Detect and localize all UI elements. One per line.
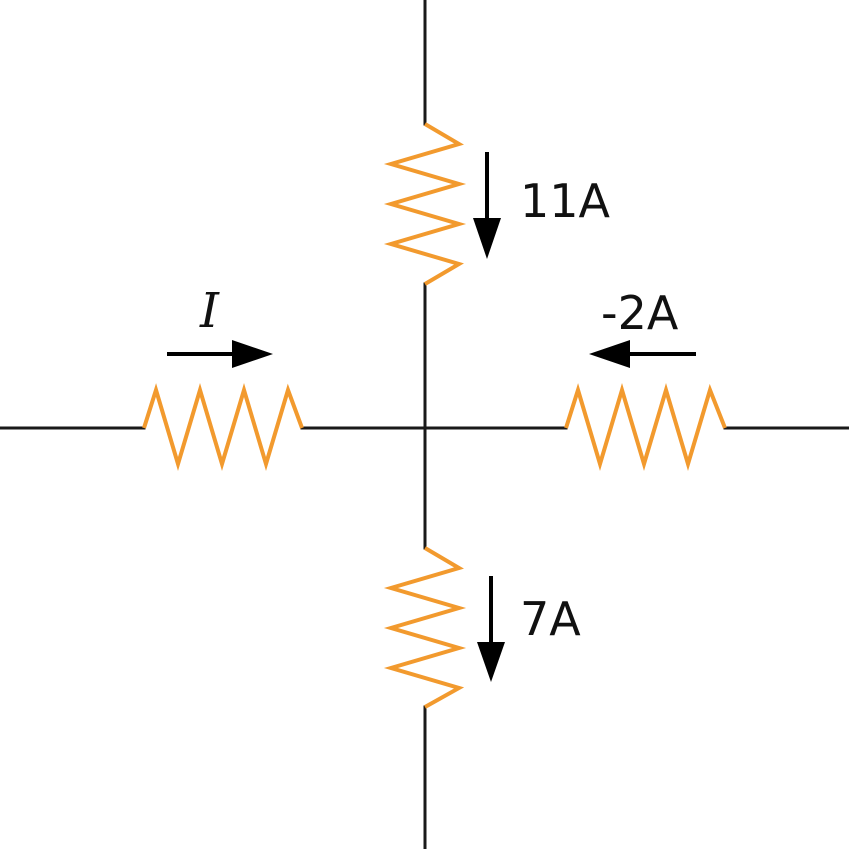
- arrow-left-right: [589, 340, 696, 368]
- resistor-right: [564, 382, 727, 472]
- label-top-current: 11A: [520, 174, 611, 228]
- label-right-current: -2A: [601, 286, 679, 340]
- arrow-right-left: [167, 340, 273, 368]
- arrow-down-top: [473, 152, 501, 259]
- resistor-left: [142, 382, 304, 472]
- current-arrows: [167, 152, 696, 682]
- label-left-current: I: [199, 283, 220, 339]
- resistors: [142, 122, 727, 709]
- resistor-top: [383, 122, 467, 286]
- arrow-down-bottom: [477, 576, 505, 682]
- label-bottom-current: 7A: [520, 592, 581, 646]
- resistor-bottom: [383, 546, 467, 709]
